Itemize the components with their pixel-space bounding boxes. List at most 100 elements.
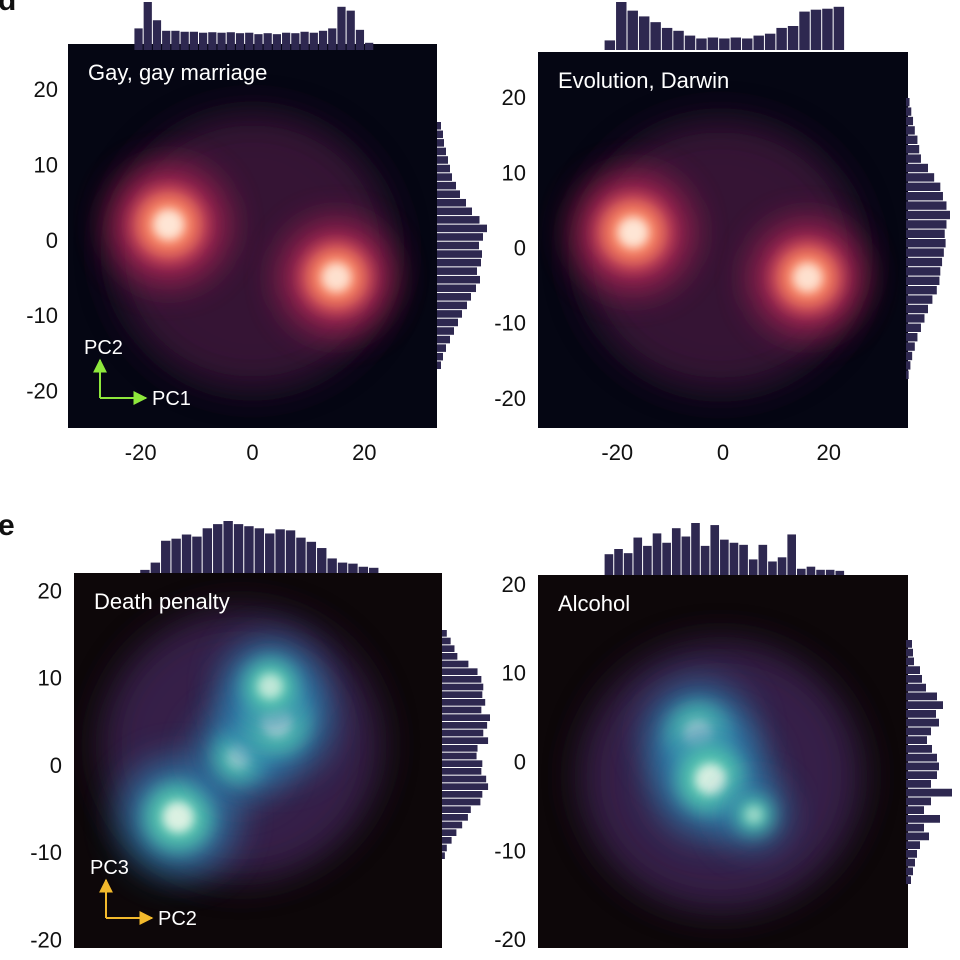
- hist-bar: [681, 536, 691, 575]
- hist-bar: [265, 533, 275, 573]
- hist-bar: [906, 815, 940, 823]
- hist-bar: [442, 691, 483, 698]
- heatmap-density: [101, 610, 381, 881]
- hist-bar: [134, 28, 143, 50]
- hist-bar: [254, 34, 263, 50]
- hist-bar: [442, 668, 478, 675]
- hist-bar: [776, 27, 787, 50]
- panels: Gay, gay marriage -20 -10 0 10 20 -20 0 20 PC1 PC2…: [26, 2, 952, 952]
- x-tick-labels: -20 0 20: [601, 440, 841, 465]
- hist-bar: [442, 791, 483, 798]
- hist-bar: [437, 293, 471, 301]
- hist-bar: [777, 557, 787, 575]
- hist-bar: [442, 706, 482, 714]
- panel-label-d: d: [0, 0, 16, 17]
- hist-bar: [652, 533, 662, 575]
- y-tick-labels: -20 -10 0 10 20: [494, 572, 526, 952]
- y-tick-labels: -20 -10 0 10 20: [30, 578, 62, 952]
- hist-bar: [437, 198, 466, 207]
- y-tick-label: -20: [494, 927, 526, 952]
- hist-bar: [437, 301, 467, 310]
- hist-bar: [437, 361, 441, 369]
- hist-bar: [318, 30, 328, 50]
- hist-bar: [442, 699, 486, 706]
- hist-bar: [150, 562, 161, 573]
- hist-bar: [437, 284, 476, 293]
- hist-bar: [437, 156, 448, 164]
- hist-bar: [442, 798, 481, 806]
- hist-bar: [437, 233, 483, 241]
- hist-bar: [263, 33, 272, 50]
- hist-bar: [245, 32, 254, 50]
- x-tick-label: 0: [717, 440, 729, 465]
- hist-bar: [442, 783, 489, 790]
- hist-bar: [671, 528, 681, 575]
- hist-bar: [764, 33, 776, 50]
- hist-bar: [906, 797, 931, 806]
- hist-bar: [442, 837, 452, 844]
- hist-bar: [906, 248, 944, 257]
- hist-bar: [906, 145, 920, 154]
- hist-bar: [906, 239, 946, 248]
- hist-bar: [906, 342, 915, 351]
- hist-bar: [306, 541, 317, 573]
- hist-bar: [300, 31, 309, 50]
- hist-bar: [442, 806, 471, 813]
- hist-bar: [442, 775, 487, 783]
- y-axis-label: PC2: [84, 337, 123, 359]
- hist-bar: [328, 28, 337, 50]
- hist-bar: [906, 304, 928, 314]
- hist-bar: [437, 258, 481, 267]
- hist-bar: [627, 10, 638, 51]
- hist-bar: [171, 538, 181, 573]
- hist-bar: [442, 653, 458, 660]
- hist-bar: [437, 344, 446, 352]
- hist-bar: [327, 558, 337, 573]
- hist-bar: [355, 29, 365, 50]
- hist-bar: [437, 310, 462, 318]
- y-tick-label: -10: [494, 838, 526, 863]
- hist-bar: [162, 30, 171, 50]
- y-tick-label: -20: [30, 927, 62, 952]
- hist-bar: [906, 182, 941, 191]
- hist-bar: [442, 737, 489, 744]
- hist-bar: [442, 729, 484, 737]
- hist-bar: [906, 295, 933, 304]
- panel-title: Death penalty: [94, 589, 230, 614]
- hist-bar: [739, 544, 748, 575]
- y-tick-label: 20: [502, 85, 526, 110]
- x-axis-label: PC1: [152, 388, 191, 410]
- hist-bar: [437, 207, 472, 216]
- hist-bar: [437, 275, 480, 284]
- x-tick-label: -20: [601, 440, 633, 465]
- hist-bar: [202, 528, 213, 573]
- hist-bar: [346, 10, 355, 51]
- hist-bar: [223, 521, 233, 573]
- axis-arrows: PC1 PC2: [84, 337, 191, 410]
- hist-bar: [437, 318, 458, 327]
- hist-bar: [437, 267, 477, 275]
- hist-bar: [437, 173, 452, 181]
- hist-bar: [275, 529, 285, 573]
- hist-bar: [906, 640, 912, 648]
- top-histogram: [604, 523, 845, 575]
- hist-bar: [799, 11, 810, 51]
- hist-bar: [906, 736, 927, 744]
- hist-bar: [442, 714, 490, 721]
- density-hotspot: [752, 222, 863, 333]
- hist-bar: [906, 858, 915, 867]
- x-tick-label: 20: [816, 440, 840, 465]
- hist-bar: [442, 630, 447, 637]
- hist-bar: [291, 33, 300, 50]
- hist-bar: [906, 163, 928, 173]
- hist-bar: [906, 666, 920, 674]
- hist-bar: [180, 31, 189, 50]
- hist-bar: [720, 539, 729, 575]
- hist-bar: [673, 30, 684, 50]
- hist-bar: [437, 327, 454, 335]
- hist-bar: [437, 164, 450, 173]
- hist-bar: [358, 566, 369, 573]
- hist-bar: [906, 135, 918, 144]
- hist-bar: [638, 16, 650, 50]
- y-tick-label: 20: [502, 572, 526, 597]
